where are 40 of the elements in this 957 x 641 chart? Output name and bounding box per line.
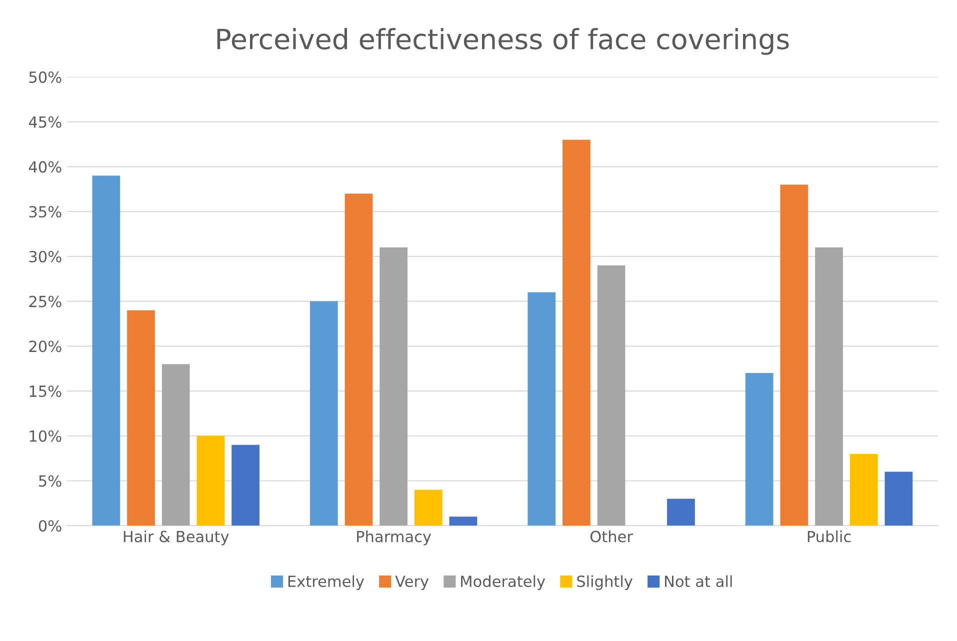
bar [449,516,478,526]
bar [232,444,260,526]
y-tick-label: 0% [38,520,62,532]
bar [745,373,774,526]
bar [162,364,190,526]
y-tick-label: 40% [28,161,62,173]
bar [815,247,843,526]
chart-title: Perceived effectiveness of face coverings [217,28,789,55]
bar [884,472,913,526]
y-tick-label: 20% [29,340,62,352]
y-tick-label: 30% [29,250,62,262]
bar [780,184,808,526]
bar [196,436,225,526]
bar [344,194,373,526]
x-tick-label: Other [590,530,633,542]
y-tick-label: 10% [30,430,62,442]
bar [528,292,556,526]
x-tick-label: Pharmacy [357,530,432,546]
bar [562,140,590,526]
bar [667,498,695,526]
legend-label: Not at all [665,575,732,588]
y-tick-label: 25% [29,296,62,308]
legend-label: Very [395,576,429,590]
bar [127,310,155,526]
bar [597,265,626,526]
x-tick-label: Hair & Beauty [124,530,229,546]
y-tick-label: 15% [30,385,62,398]
y-tick-label: 5% [39,475,62,487]
bar [414,490,442,526]
bar [850,454,878,526]
y-tick-label: 50% [29,71,62,83]
legend-label: Extremely [288,575,364,590]
bar [380,247,408,526]
x-tick-label: Public [808,530,851,542]
y-tick-label: 45% [28,116,62,128]
bar [310,301,338,526]
bar [92,176,120,526]
legend-label: Slightly [577,575,633,590]
y-tick-label: 35% [29,206,62,218]
legend-label: Moderately [461,575,546,590]
